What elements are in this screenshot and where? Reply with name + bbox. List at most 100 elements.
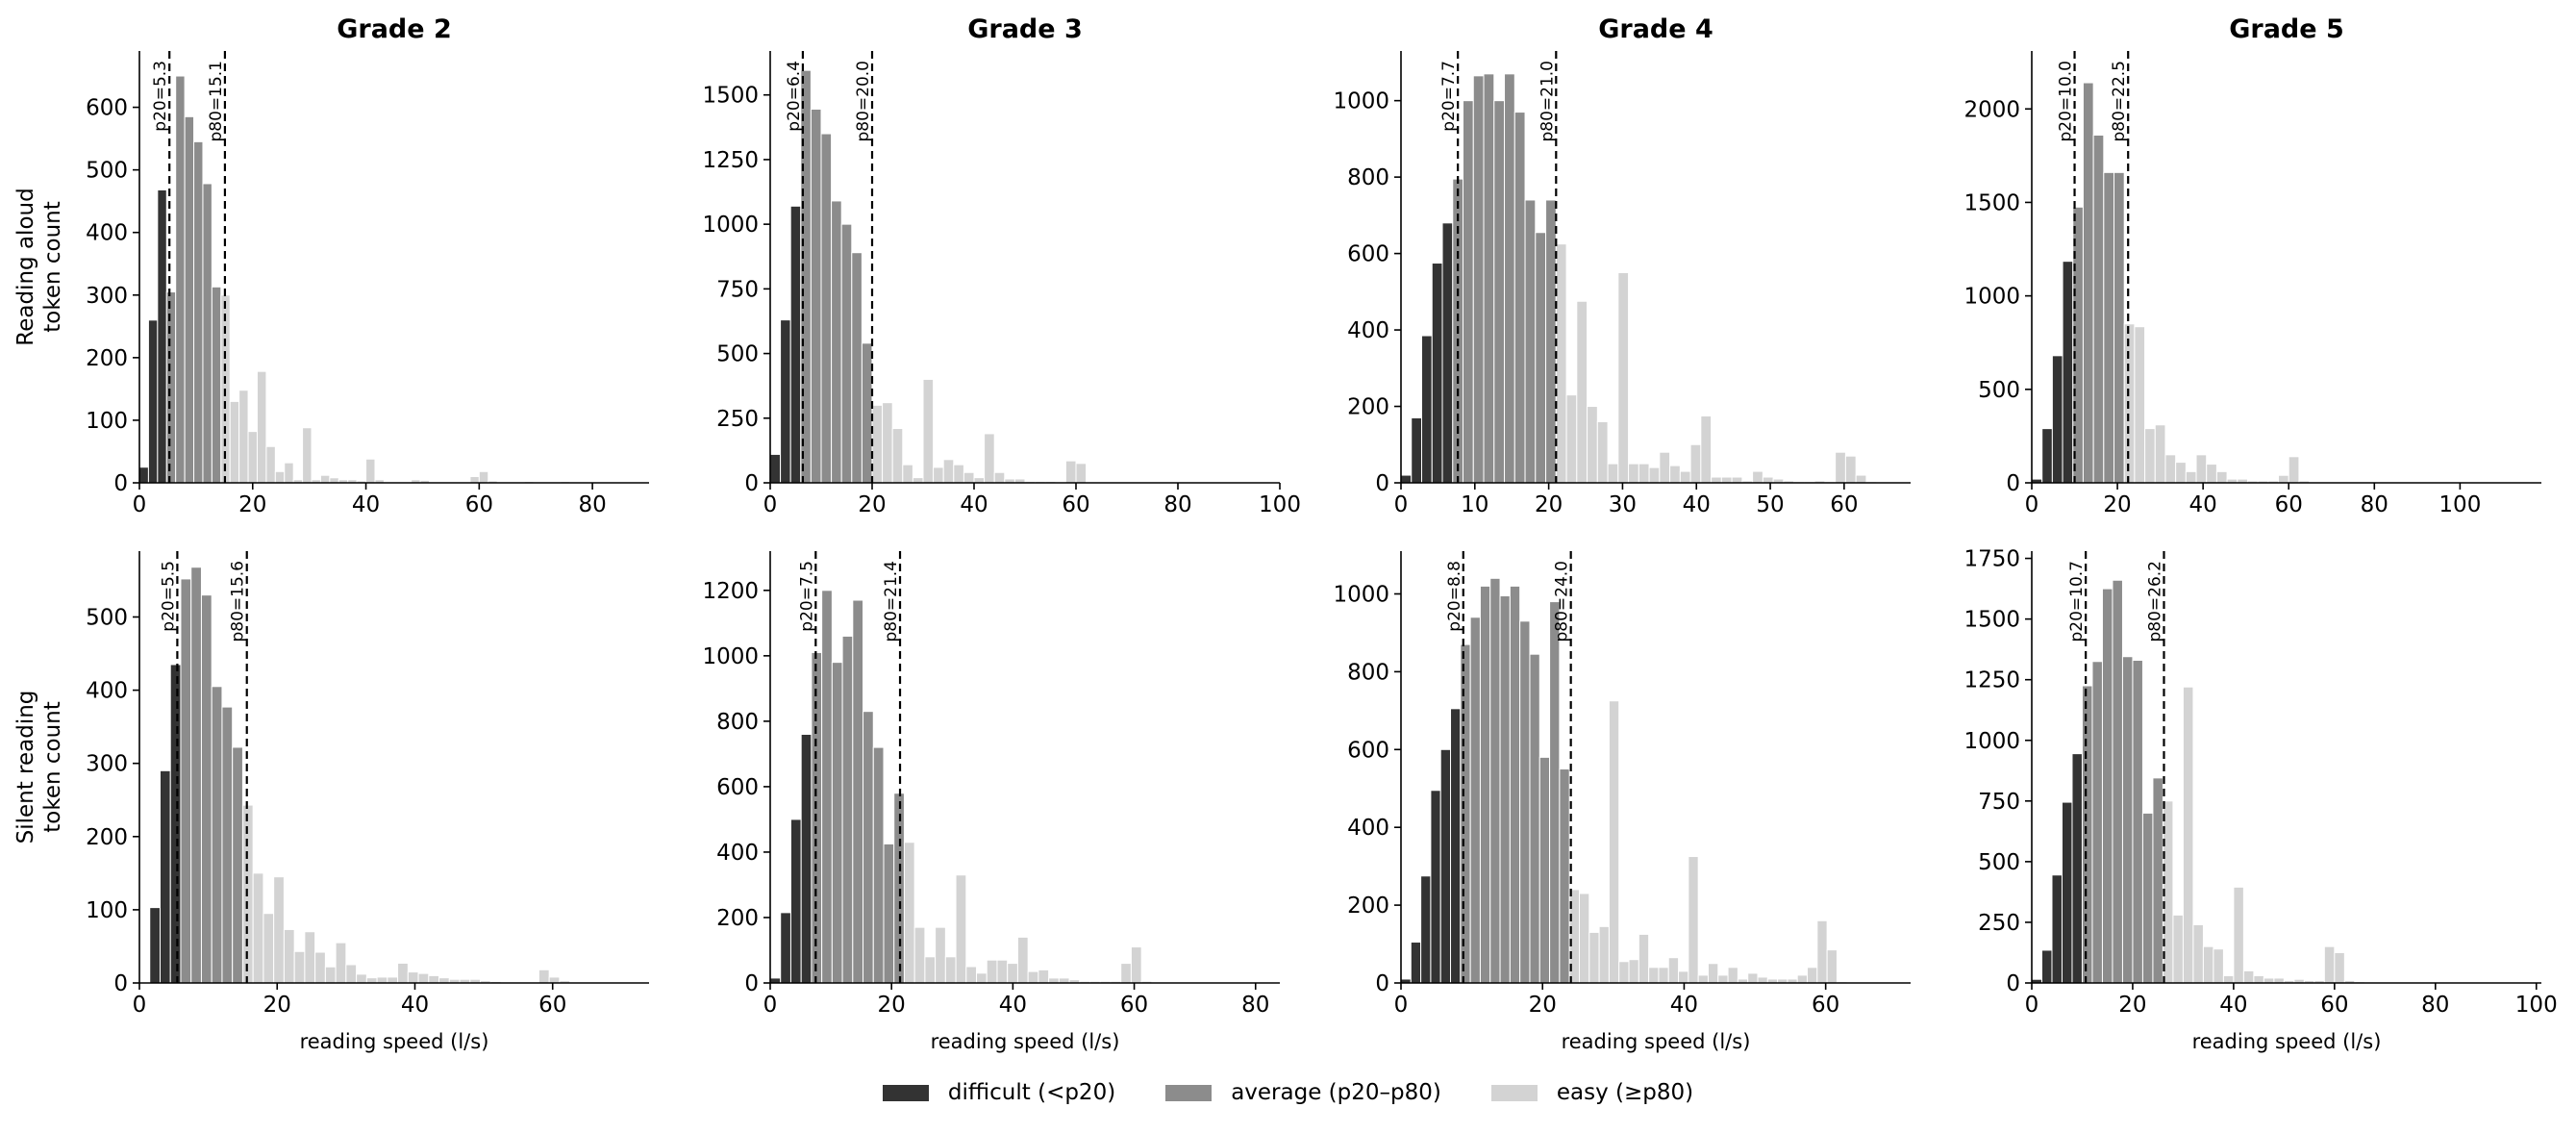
bar <box>1835 451 1846 484</box>
bar <box>1678 970 1689 984</box>
p80-label: p80=21.0 <box>1538 61 1557 142</box>
bar <box>2103 171 2115 484</box>
y-axis-title: Reading aloudtoken count <box>13 188 65 345</box>
y-tick-label: 1250 <box>1963 668 2020 693</box>
panel-title: Grade 3 <box>967 14 1083 44</box>
bar <box>1598 925 1610 984</box>
bar <box>769 453 782 484</box>
y-tick-label: 300 <box>86 284 128 309</box>
bar <box>211 286 222 484</box>
bar <box>397 962 409 984</box>
bar <box>428 974 440 984</box>
y-tick-label: 600 <box>1347 738 1389 763</box>
x-tick-label: 40 <box>2219 993 2247 1018</box>
bar <box>1120 963 1132 984</box>
bar <box>831 662 843 984</box>
bar <box>976 972 988 984</box>
x-tick-label: 10 <box>1461 492 1488 517</box>
bar <box>238 390 249 484</box>
bar <box>891 428 904 484</box>
x-axis-title: reading speed (l/s) <box>1562 1030 1751 1053</box>
bar <box>1617 271 1630 484</box>
bar <box>2092 134 2105 484</box>
bar <box>157 189 167 484</box>
bar <box>417 972 430 984</box>
y-tick-label: 0 <box>113 971 128 996</box>
p80-label: p80=26.2 <box>2145 561 2164 642</box>
bar <box>996 959 1009 984</box>
bar <box>1596 420 1609 484</box>
bar <box>283 928 295 984</box>
bar <box>232 746 243 984</box>
y-tick-label: 1500 <box>1963 190 2020 215</box>
bar <box>1757 976 1768 984</box>
bar <box>882 402 893 484</box>
bar <box>1717 974 1729 984</box>
legend-label-difficult: difficult (<p20) <box>947 1080 1116 1105</box>
y-tick-label: 600 <box>86 96 128 121</box>
x-tick-label: 80 <box>1163 492 1191 517</box>
bar <box>2091 661 2103 984</box>
bar <box>1679 470 1691 484</box>
legend-item-easy: easy (≥p80) <box>1490 1080 1694 1105</box>
y-tick-label: 1750 <box>1963 547 2020 572</box>
p80-label: p80=15.6 <box>229 561 248 642</box>
y-tick-label: 1200 <box>702 579 759 604</box>
panel-3: p20=7.7 p80=21.00 10 20 30 40 50 60020040060080… <box>1333 14 1911 517</box>
bar <box>1027 970 1039 984</box>
y-tick-label: 1500 <box>1963 608 2020 633</box>
bar <box>1648 967 1660 984</box>
bar <box>1420 875 1432 984</box>
bar <box>1499 595 1511 984</box>
x-tick-label: 30 <box>1609 492 1637 517</box>
legend-swatch-difficult <box>882 1084 929 1101</box>
x-tick-label: 0 <box>133 492 147 517</box>
bar <box>1524 199 1537 484</box>
bar <box>1431 263 1443 484</box>
bar <box>965 966 978 984</box>
x-tick-label: 20 <box>1529 993 1557 1018</box>
bar <box>2041 428 2053 484</box>
bar <box>2132 660 2143 984</box>
bar <box>193 140 204 484</box>
bar <box>1489 577 1501 984</box>
y-tick-label: 100 <box>86 409 128 434</box>
bar <box>1130 946 1142 984</box>
bar <box>2051 874 2063 984</box>
x-tick-label: 100 <box>2438 492 2481 517</box>
bar <box>175 75 186 484</box>
legend-label-easy: easy (≥p80) <box>1556 1080 1694 1105</box>
bar <box>2172 914 2184 984</box>
bar <box>2213 948 2224 984</box>
p20-label: p20=10.0 <box>2057 61 2076 142</box>
bar <box>1587 406 1598 484</box>
y-axis-title-line: token count <box>40 201 65 333</box>
y-tick-label: 2000 <box>1963 97 2020 122</box>
bar <box>2222 974 2235 984</box>
bar <box>973 477 986 484</box>
y-tick-label: 1000 <box>1963 285 2020 310</box>
bar <box>407 971 419 984</box>
bar <box>1509 585 1521 984</box>
y-tick-label: 600 <box>1347 242 1389 267</box>
bar <box>314 951 326 984</box>
p20-label: p20=10.7 <box>2067 561 2087 642</box>
y-axis-title: Silent readingtoken count <box>13 691 65 844</box>
bar <box>1669 465 1681 484</box>
bar <box>1844 455 1857 484</box>
y-tick-label: 750 <box>1978 790 2020 815</box>
bar <box>789 818 802 984</box>
bar <box>1538 756 1551 984</box>
bar <box>1752 470 1763 484</box>
bar <box>1648 466 1661 484</box>
panel-5: p20=5.5 p80=15.6 0 20 40 60 0 100 200 300 400 500 re… <box>13 551 649 1053</box>
y-tick-label: 0 <box>2006 471 2020 496</box>
bar <box>2121 656 2134 984</box>
x-tick-label: 40 <box>352 492 380 517</box>
x-tick-label: 80 <box>578 492 606 517</box>
bar <box>1576 300 1588 484</box>
y-tick-label: 100 <box>86 898 128 923</box>
bar <box>993 471 1006 484</box>
x-tick-label: 20 <box>878 993 906 1018</box>
x-tick-label: 40 <box>999 993 1027 1018</box>
